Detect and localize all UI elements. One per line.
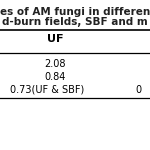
Text: UF: UF — [47, 34, 63, 44]
Text: 0.84: 0.84 — [44, 72, 66, 82]
Text: d-burn fields, SBF and m: d-burn fields, SBF and m — [2, 17, 148, 27]
Text: 0.73(UF & SBF): 0.73(UF & SBF) — [10, 85, 84, 95]
Text: es of AM fungi in differen: es of AM fungi in differen — [0, 7, 150, 17]
Text: 2.08: 2.08 — [44, 59, 66, 69]
Text: 0: 0 — [135, 85, 141, 95]
